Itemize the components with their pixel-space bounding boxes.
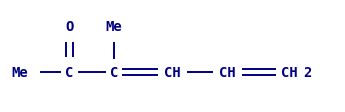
Text: CH: CH [219, 66, 236, 80]
Text: C: C [65, 66, 73, 80]
Text: CH: CH [164, 66, 181, 80]
Text: Me: Me [106, 20, 122, 34]
Text: Me: Me [11, 66, 28, 80]
Text: CH: CH [281, 66, 298, 80]
Text: O: O [65, 20, 73, 34]
Text: C: C [110, 66, 118, 80]
Text: 2: 2 [303, 66, 312, 80]
